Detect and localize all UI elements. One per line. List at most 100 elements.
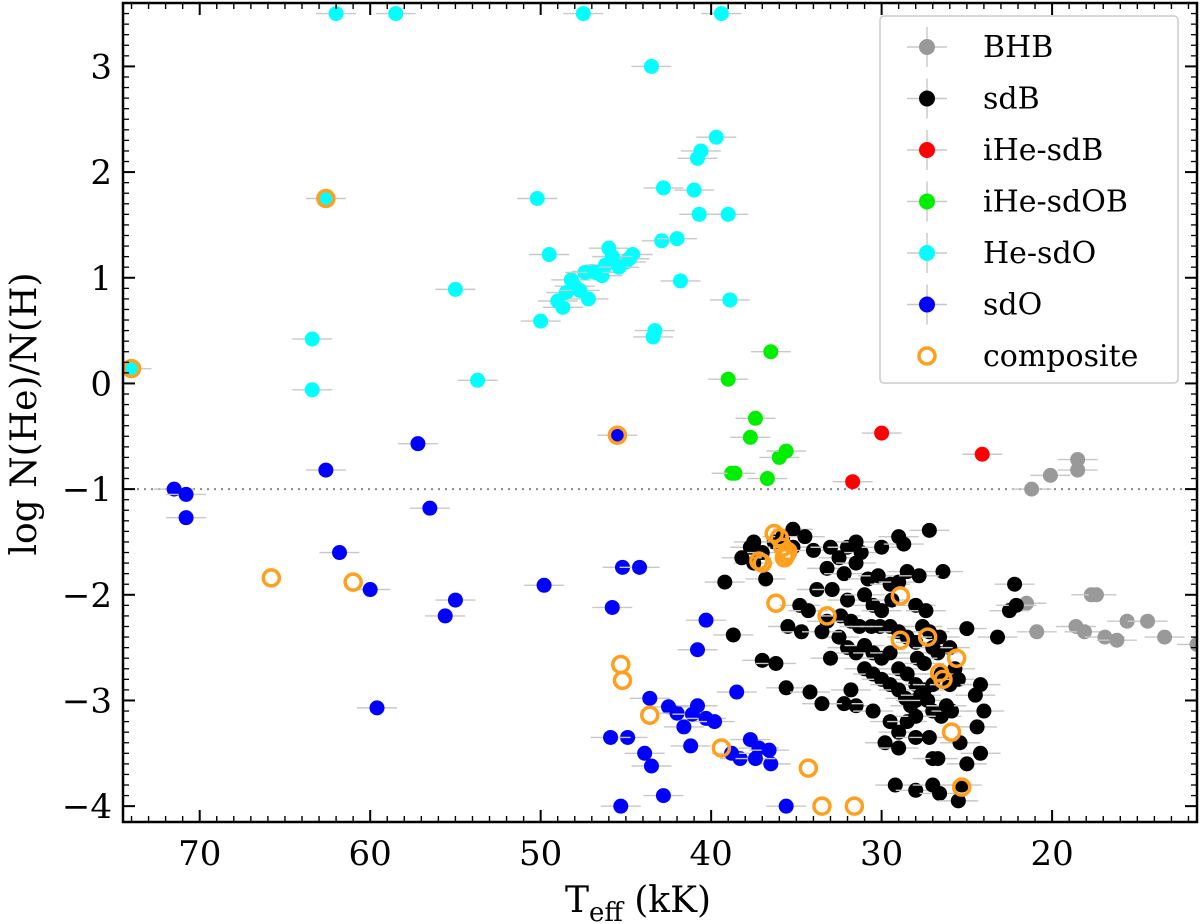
data-point [950, 671, 966, 687]
x-axis-label-unit: (kK) [623, 880, 711, 921]
data-point [447, 281, 463, 297]
composite-point [749, 551, 769, 571]
data-point [800, 603, 816, 619]
data-point [178, 510, 194, 526]
y-tick-label: 2 [90, 153, 112, 193]
data-point [824, 582, 840, 598]
data-point [178, 486, 194, 502]
legend-marker [919, 90, 935, 107]
data-point [759, 471, 775, 487]
legend-item-he-sdo: He-sdO [907, 233, 1096, 273]
data-point [698, 612, 714, 628]
legend-label: BHB [983, 30, 1053, 65]
data-point [891, 740, 907, 756]
data-point [840, 592, 856, 608]
legend-item-bhb: BHB [907, 27, 1053, 67]
data-point [938, 698, 954, 714]
data-point [870, 568, 886, 584]
data-point [899, 666, 915, 682]
data-point [930, 751, 946, 767]
data-point [950, 793, 966, 809]
data-point [836, 566, 852, 582]
series-sdb [704, 521, 1037, 809]
data-point [763, 344, 779, 360]
composite-point [316, 188, 336, 209]
data-point [974, 446, 990, 462]
composite-point [812, 796, 832, 816]
legend-marker [917, 346, 937, 366]
y-tick-label: −4 [62, 787, 112, 827]
data-point [1119, 613, 1135, 629]
data-point [877, 735, 893, 751]
data-point [1157, 629, 1173, 645]
data-point [831, 629, 847, 645]
y-tick-label: 3 [90, 47, 112, 87]
y-tick-label: 0 [90, 364, 112, 404]
data-point [887, 777, 903, 793]
data-point [690, 642, 706, 658]
data-point [1007, 576, 1023, 592]
data-point [972, 677, 988, 693]
data-point [533, 313, 549, 329]
x-tick-label: 20 [1030, 834, 1073, 874]
composite-point [778, 541, 798, 562]
data-point [908, 782, 924, 798]
data-point [725, 627, 741, 643]
x-tick-label: 40 [690, 834, 733, 874]
data-point [669, 231, 685, 247]
data-point [754, 652, 770, 668]
data-point [318, 191, 334, 207]
series-he-sdo [123, 6, 750, 398]
data-point [632, 559, 648, 575]
data-point [969, 719, 985, 735]
data-point [814, 696, 830, 712]
series-ihe-sdob [708, 344, 807, 487]
legend-marker [919, 245, 935, 261]
data-point [690, 698, 706, 714]
data-point [604, 599, 620, 615]
data-point [304, 331, 320, 347]
legend-marker [919, 193, 935, 210]
data-point [536, 577, 552, 593]
data-layer [123, 6, 1197, 816]
data-point [802, 684, 818, 700]
composite-point [917, 627, 938, 647]
data-point [797, 529, 813, 545]
data-point [410, 436, 426, 452]
legend-item-ihe-sdb: iHe-sdB [907, 130, 1103, 170]
data-point [785, 521, 801, 537]
data-point [822, 650, 838, 666]
data-point [637, 745, 653, 761]
data-point [848, 698, 864, 714]
data-point [707, 714, 723, 730]
legend-frame [879, 15, 1179, 384]
data-point [422, 500, 438, 516]
data-point [655, 788, 671, 804]
legend-item-sdb: sdB [907, 78, 1040, 119]
series-sdo [154, 427, 807, 814]
composite-point [640, 705, 660, 726]
composite-point [798, 758, 819, 778]
data-point [908, 708, 924, 724]
data-point [529, 191, 545, 207]
composite-point [769, 527, 790, 548]
data-point [1029, 624, 1045, 640]
x-axis-label-main: T [565, 880, 589, 921]
legend-label: iHe-sdOB [983, 185, 1128, 220]
data-point [727, 465, 743, 481]
y-tick-label: −3 [62, 681, 112, 721]
composite-point [817, 606, 837, 626]
data-point [1076, 624, 1092, 640]
data-point [916, 655, 932, 671]
data-point [575, 6, 591, 22]
legend-marker [919, 39, 935, 55]
data-point [805, 542, 821, 558]
data-point [845, 474, 861, 490]
data-point [647, 323, 663, 339]
data-point [550, 293, 566, 309]
data-point [388, 6, 404, 22]
data-point [935, 564, 951, 580]
data-point [891, 574, 907, 590]
data-point [761, 742, 777, 758]
data-point [643, 758, 659, 774]
